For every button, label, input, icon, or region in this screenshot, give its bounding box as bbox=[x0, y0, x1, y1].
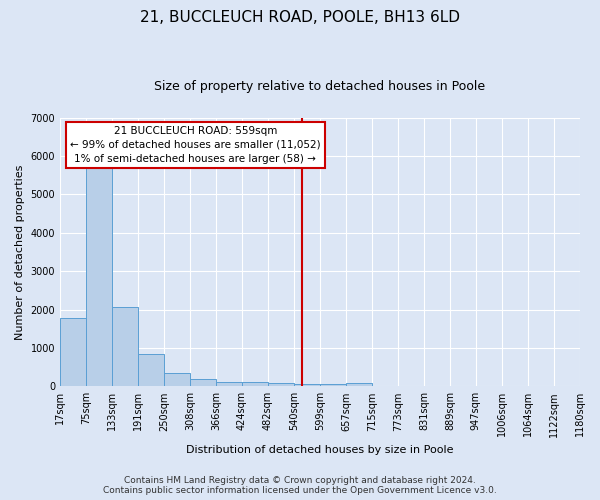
Bar bbox=[190, 378, 216, 386]
Bar bbox=[138, 354, 164, 386]
Bar bbox=[60, 318, 86, 386]
Bar bbox=[216, 382, 242, 386]
Y-axis label: Number of detached properties: Number of detached properties bbox=[15, 164, 25, 340]
Bar bbox=[112, 308, 138, 386]
Bar bbox=[86, 164, 112, 386]
Text: 21, BUCCLEUCH ROAD, POOLE, BH13 6LD: 21, BUCCLEUCH ROAD, POOLE, BH13 6LD bbox=[140, 10, 460, 25]
Bar bbox=[268, 383, 294, 386]
Bar bbox=[320, 384, 346, 386]
Title: Size of property relative to detached houses in Poole: Size of property relative to detached ho… bbox=[154, 80, 485, 93]
Bar bbox=[346, 383, 372, 386]
Text: Contains HM Land Registry data © Crown copyright and database right 2024.
Contai: Contains HM Land Registry data © Crown c… bbox=[103, 476, 497, 495]
Bar bbox=[242, 382, 268, 386]
Bar bbox=[294, 384, 320, 386]
Bar bbox=[164, 374, 190, 386]
Text: 21 BUCCLEUCH ROAD: 559sqm
← 99% of detached houses are smaller (11,052)
1% of se: 21 BUCCLEUCH ROAD: 559sqm ← 99% of detac… bbox=[70, 126, 320, 164]
X-axis label: Distribution of detached houses by size in Poole: Distribution of detached houses by size … bbox=[186, 445, 454, 455]
